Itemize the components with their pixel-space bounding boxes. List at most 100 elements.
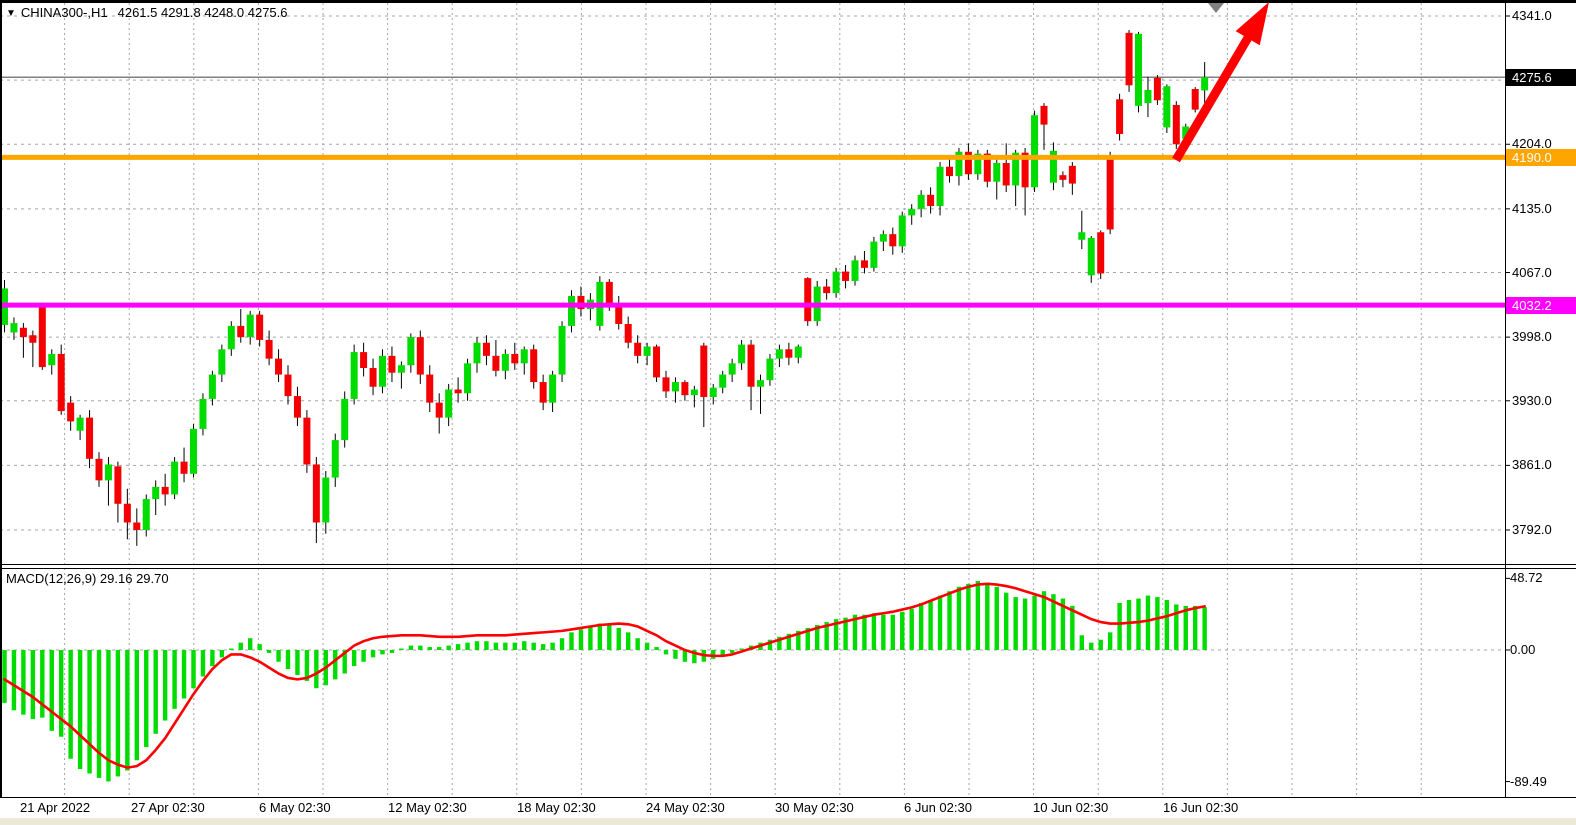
candle [1182,126,1190,139]
macd-histogram-bar [767,639,773,650]
macd-histogram-bar [77,650,83,770]
macd-histogram-bar [729,650,735,653]
candle [293,396,301,418]
macd-histogram-bar [1032,595,1037,650]
candle [397,365,405,373]
candle [785,349,793,358]
candle [1078,232,1086,240]
candle [1021,152,1029,188]
candle [369,368,377,387]
candle [955,151,963,177]
candle [435,402,443,418]
candle [331,440,339,478]
time-tick-label: 12 May 02:30 [388,800,467,815]
macd-histogram-bar [503,642,508,650]
macd-histogram-bar [446,645,451,650]
candle [738,344,746,364]
candle [804,278,812,322]
candle [180,461,188,474]
candle [454,389,462,394]
candle [653,346,661,378]
macd-histogram-bar [361,650,366,662]
macd-histogram-bar [191,650,196,689]
candle [246,314,254,338]
macd-histogram-bar [786,633,792,650]
candle [1097,232,1105,274]
macd-histogram-bar [408,645,414,650]
candle [142,499,150,530]
window-bottom-strip [0,818,1576,825]
macd-histogram-bar [115,650,121,777]
time-axis[interactable]: 21 Apr 2022 27 Apr 02:30 6 May 02:30 12 May… [0,798,1576,818]
macd-histogram-bar [578,629,584,650]
candle [983,153,991,182]
candle [634,342,642,356]
macd-histogram-bar [692,650,697,664]
candle [1135,33,1142,106]
macd-histogram-bar [210,650,215,667]
macd-histogram-bar [616,627,621,650]
candle [643,346,651,356]
candle [860,260,868,268]
candle [624,324,632,343]
macd-histogram-bar [994,586,999,650]
macd-histogram-bar [87,650,92,774]
candle [1163,86,1171,128]
macd-tick-label: 0.00 [1510,642,1536,657]
macd-histogram-bar [484,641,489,650]
macd-histogram-bar [531,642,536,650]
candle [426,374,434,403]
macd-histogram-bar [1107,632,1113,650]
candle [1172,104,1180,145]
macd-histogram-bar [370,650,376,658]
macd-histogram-bar [720,650,725,656]
candle [218,349,226,375]
bid-price-badge: 4275.6 [1506,68,1576,86]
macd-histogram-bar [2,650,7,703]
macd-histogram-bar [512,642,517,650]
chart-title: ▼ CHINA300-,H1 4261.5 4291.8 4248.0 4275.6 [6,5,288,20]
time-tick-label: 6 May 02:30 [259,800,331,815]
macd-histogram-bar [49,650,54,731]
candle [104,464,112,481]
candle [416,337,424,375]
macd-histogram-bar [314,650,319,689]
candle [757,380,764,387]
candle [851,260,859,281]
macd-histogram-bar [796,630,801,650]
macd-histogram-bar [257,644,262,650]
candle [86,417,94,459]
symbol-marker-icon: ▼ [6,8,16,19]
candle [199,398,207,429]
macd-histogram-bar [1117,602,1122,650]
macd-histogram-bar [588,626,593,650]
candle [312,464,320,523]
macd-histogram-bar [559,638,565,650]
ohlc-readout: 4261.5 4291.8 4248.0 4275.6 [117,5,288,20]
candle [1106,157,1114,230]
candle [889,234,897,247]
macd-histogram-bar [285,650,291,670]
macd-histogram-bar [40,650,45,718]
candle [747,344,755,387]
candle [227,325,235,350]
macd-histogram-bar [928,600,933,650]
candle [350,352,358,399]
price-tick-label: 3930.0 [1512,392,1552,408]
candle [114,466,122,504]
price-tick-label: 3861.0 [1512,457,1552,473]
macd-histogram-bar [815,625,820,650]
candle [388,355,396,373]
time-tick-label: 6 Jun 02:30 [904,800,972,815]
macd-histogram-bar [1089,642,1094,650]
candle [1059,175,1067,180]
macd-histogram-bar [266,650,272,653]
macd-histogram-bar [654,647,659,650]
macd-histogram-bar [626,632,631,650]
candle [1144,89,1152,104]
macd-histogram-bar [162,650,168,721]
macd-histogram-bar [540,644,546,650]
candle [993,162,1001,182]
